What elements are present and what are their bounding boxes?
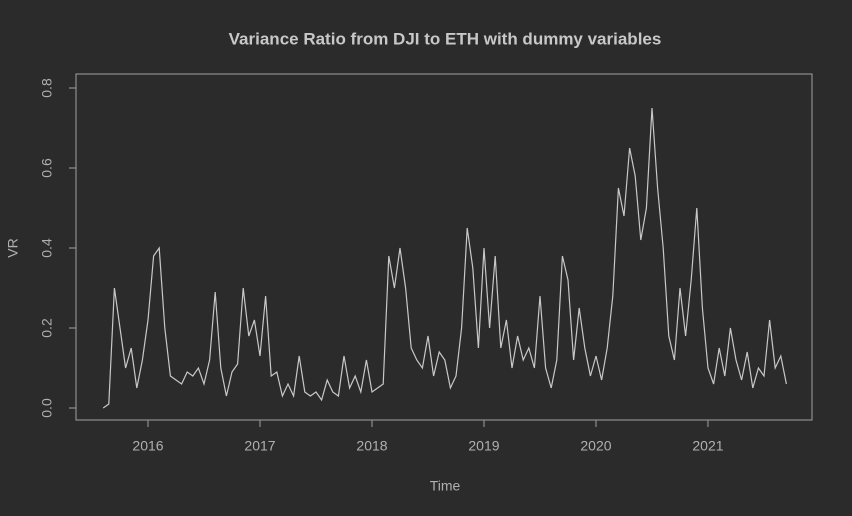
y-tick-label: 0.4 [39,238,55,258]
y-axis-label: VR [5,238,21,257]
y-tick-label: 0.6 [39,158,55,178]
y-tick-label: 0.0 [39,398,55,418]
x-tick-label: 2020 [580,438,611,454]
x-tick-label: 2016 [132,438,163,454]
x-tick-label: 2019 [468,438,499,454]
plot-frame [75,73,813,421]
x-axis-label: Time [430,478,461,494]
x-tick-label: 2017 [244,438,275,454]
data-line [102,107,787,409]
y-tick-label: 0.8 [39,78,55,98]
chart-title: Variance Ratio from DJI to ETH with dumm… [229,29,662,48]
x-tick-label: 2018 [356,438,387,454]
x-tick-label: 2021 [692,438,723,454]
y-tick-label: 0.2 [39,318,55,338]
